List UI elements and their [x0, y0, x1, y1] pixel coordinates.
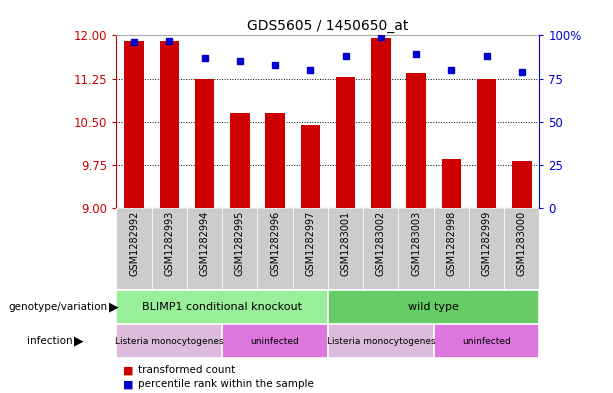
Text: GSM1283002: GSM1283002 [376, 211, 386, 276]
Bar [116, 208, 151, 289]
Text: ■: ■ [123, 379, 133, 389]
Bar [230, 113, 249, 208]
Bar [293, 208, 328, 289]
Text: percentile rank within the sample: percentile rank within the sample [138, 379, 314, 389]
Text: GSM1282993: GSM1282993 [164, 211, 174, 276]
Bar [116, 324, 222, 358]
Bar [433, 324, 539, 358]
Text: GSM1283003: GSM1283003 [411, 211, 421, 276]
Bar [187, 208, 222, 289]
Bar [222, 208, 257, 289]
Text: ▶: ▶ [74, 334, 84, 348]
Text: GSM1283000: GSM1283000 [517, 211, 527, 276]
Bar [300, 125, 320, 208]
Bar [477, 79, 497, 208]
Bar [406, 73, 426, 208]
Bar [363, 208, 398, 289]
Text: GSM1282994: GSM1282994 [200, 211, 210, 276]
Text: wild type: wild type [408, 302, 459, 312]
Bar [433, 208, 469, 289]
Bar [257, 208, 292, 289]
Bar [152, 208, 187, 289]
Bar [116, 290, 328, 324]
Text: uninfected: uninfected [251, 337, 300, 346]
Text: genotype/variation: genotype/variation [8, 302, 107, 312]
Text: GSM1282997: GSM1282997 [305, 211, 315, 276]
Text: GSM1282999: GSM1282999 [482, 211, 492, 276]
Text: Listeria monocytogenes: Listeria monocytogenes [115, 337, 224, 346]
Bar [336, 77, 356, 208]
Text: GSM1283001: GSM1283001 [341, 211, 351, 276]
Bar [469, 208, 504, 289]
Bar [265, 113, 285, 208]
Bar [222, 324, 328, 358]
Bar [195, 79, 215, 208]
Text: uninfected: uninfected [462, 337, 511, 346]
Text: Listeria monocytogenes: Listeria monocytogenes [327, 337, 435, 346]
Text: infection: infection [27, 336, 72, 346]
Text: GSM1282992: GSM1282992 [129, 211, 139, 276]
Bar [328, 290, 539, 324]
Text: transformed count: transformed count [138, 365, 235, 375]
Bar [512, 161, 531, 208]
Bar [398, 208, 433, 289]
Text: GSM1282998: GSM1282998 [446, 211, 456, 276]
Title: GDS5605 / 1450650_at: GDS5605 / 1450650_at [247, 19, 409, 33]
Text: GSM1282995: GSM1282995 [235, 211, 245, 276]
Bar [504, 208, 539, 289]
Text: BLIMP1 conditional knockout: BLIMP1 conditional knockout [142, 302, 302, 312]
Bar [441, 159, 461, 208]
Bar [371, 38, 390, 208]
Bar [124, 41, 144, 208]
Bar [159, 41, 179, 208]
Text: ■: ■ [123, 365, 133, 375]
Text: GSM1282996: GSM1282996 [270, 211, 280, 276]
Bar [328, 324, 433, 358]
Bar [328, 208, 363, 289]
Text: ▶: ▶ [109, 300, 119, 314]
